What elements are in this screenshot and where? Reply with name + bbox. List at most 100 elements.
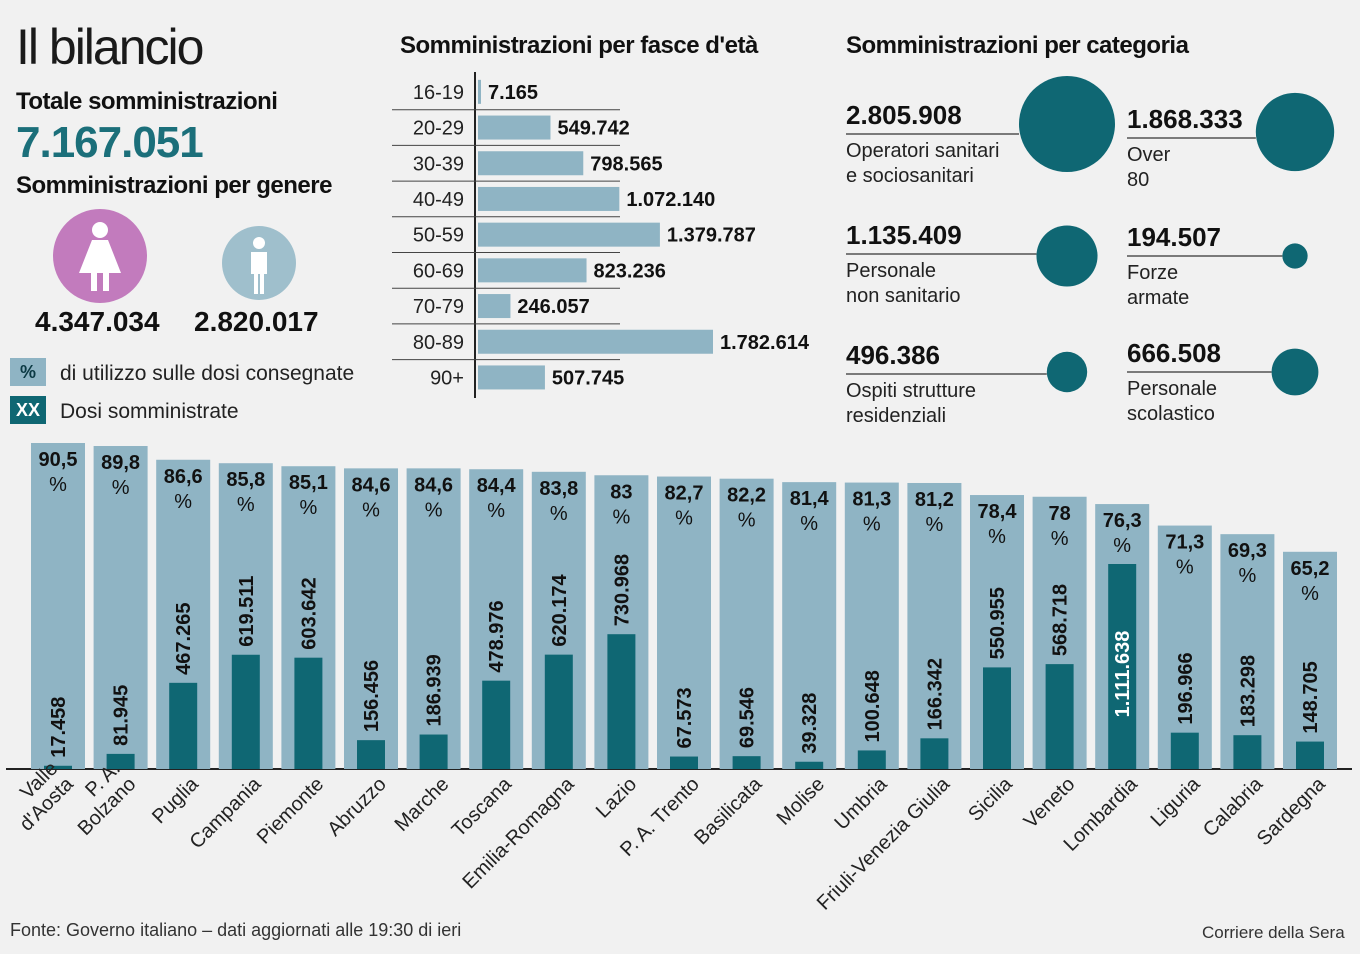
region-label: Marche	[391, 773, 454, 836]
category-name: Personale scolastico	[1127, 378, 1218, 425]
age-bar	[478, 222, 660, 247]
region-label-line: Puglia	[148, 773, 203, 828]
dose-bar	[857, 750, 886, 769]
pct-unit-label: %	[800, 513, 818, 535]
age-bar	[478, 329, 713, 354]
pct-value-label: 81,3	[852, 489, 891, 511]
dose-bar	[1233, 735, 1262, 769]
dose-bar	[920, 738, 949, 769]
dose-bar	[482, 680, 511, 769]
pct-unit-label: %	[1176, 557, 1194, 579]
category-value: 194.507	[1127, 222, 1221, 252]
pct-value-label: 85,1	[289, 472, 328, 494]
dose-value-label: 550.955	[987, 587, 1009, 659]
pct-unit-label: %	[1239, 565, 1257, 587]
total-label: Totale somministrazioni	[16, 88, 278, 115]
pct-unit-label: %	[237, 494, 255, 516]
pct-value-label: 81,2	[915, 489, 954, 511]
dose-value-label: 619.511	[236, 576, 258, 647]
pct-unit-label: %	[1301, 583, 1319, 605]
age-bar	[478, 79, 481, 104]
region-label-line: Molise	[773, 773, 829, 829]
age-category-label: 70-79	[413, 296, 464, 318]
age-category-label: 50-59	[413, 225, 464, 247]
category-name: Forze armate	[1127, 262, 1190, 309]
age-category-label: 60-69	[413, 260, 464, 282]
pct-bar	[844, 482, 899, 769]
pct-bar	[1283, 551, 1337, 769]
age-value-label: 1.782.614	[720, 332, 810, 354]
dose-bar	[357, 740, 385, 769]
pct-value-label: 76,3	[1103, 510, 1142, 532]
region-label: Sicilia	[964, 773, 1017, 826]
pct-unit-label: %	[550, 503, 568, 525]
region-label-line: Sicilia	[964, 773, 1017, 826]
region-label-line: Marche	[391, 773, 454, 836]
category-name: Operatori sanitari e sociosanitari	[846, 140, 1000, 187]
dose-bar	[1296, 741, 1324, 769]
legend-pct-key: %	[10, 358, 46, 386]
category-circle	[1019, 76, 1115, 172]
region-label: Emilia-Romagna	[458, 773, 579, 894]
source-note: Fonte: Governo italiano – dati aggiornat…	[10, 920, 462, 940]
age-category-label: 90+	[430, 367, 464, 389]
dose-value-label: 17.458	[48, 697, 70, 758]
age-value-label: 246.057	[517, 296, 589, 318]
age-bar	[478, 258, 587, 283]
category-title: Somministrazioni per categoria	[846, 32, 1189, 59]
pct-bar	[93, 446, 148, 769]
dose-value-label: 1.111.638	[1112, 631, 1134, 718]
region-label: Puglia	[148, 773, 203, 828]
category-value: 1.135.409	[846, 220, 962, 250]
pct-value-label: 90,5	[39, 449, 78, 471]
dose-value-label: 39.328	[799, 693, 821, 754]
dose-value-label: 69.546	[737, 687, 759, 748]
pct-bar	[31, 443, 85, 769]
region-label: Lazio	[592, 773, 641, 822]
dose-value-label: 100.648	[862, 670, 884, 742]
dose-value-label: 467.265	[173, 603, 195, 675]
pct-bar	[782, 482, 837, 769]
pct-bar	[1157, 525, 1212, 769]
dose-bar	[169, 682, 198, 769]
pct-unit-label: %	[1051, 528, 1069, 550]
age-chart-title: Somministrazioni per fasce d'età	[400, 32, 758, 59]
gender-label: Somministrazioni per genere	[16, 172, 332, 199]
pct-unit-label: %	[174, 491, 192, 513]
pct-unit-label: %	[613, 506, 631, 528]
pct-value-label: 78,4	[978, 501, 1018, 523]
dose-bar	[670, 756, 698, 769]
dose-value-label: 568.718	[1050, 584, 1072, 656]
pct-value-label: 78	[1048, 503, 1070, 525]
region-label-line: Basilicata	[690, 773, 767, 850]
dose-bar	[544, 654, 573, 769]
pct-value-label: 85,8	[226, 469, 265, 491]
pct-bar	[406, 468, 461, 769]
pct-unit-label: %	[1113, 535, 1131, 557]
region-label-line: Emilia-Romagna	[458, 773, 579, 894]
region-label-line: Lazio	[592, 773, 641, 822]
dose-value-label: 166.342	[924, 658, 946, 730]
age-bar	[478, 365, 545, 390]
age-category-label: 20-29	[413, 118, 464, 140]
category-name: Personale non sanitario	[846, 260, 961, 307]
pct-bar	[1220, 534, 1275, 769]
region-label: Veneto	[1020, 773, 1080, 833]
region-label: Abruzzo	[323, 773, 390, 840]
pct-unit-label: %	[300, 497, 318, 519]
total-value: 7.167.051	[16, 118, 204, 167]
age-category-label: 16-19	[413, 82, 464, 104]
pct-value-label: 84,6	[352, 474, 391, 496]
pct-unit-label: %	[675, 508, 693, 530]
dose-bar	[1170, 732, 1199, 769]
pct-unit-label: %	[738, 510, 756, 532]
category-circle	[1046, 351, 1088, 393]
age-bar	[478, 294, 511, 319]
age-category-label: 30-39	[413, 153, 464, 175]
dose-bar	[1045, 664, 1074, 769]
dose-bar	[106, 753, 135, 769]
female-icon	[53, 209, 147, 303]
region-label: Piemonte	[253, 773, 328, 848]
dose-value-label: 196.966	[1175, 652, 1197, 724]
pct-unit-label: %	[487, 500, 505, 522]
